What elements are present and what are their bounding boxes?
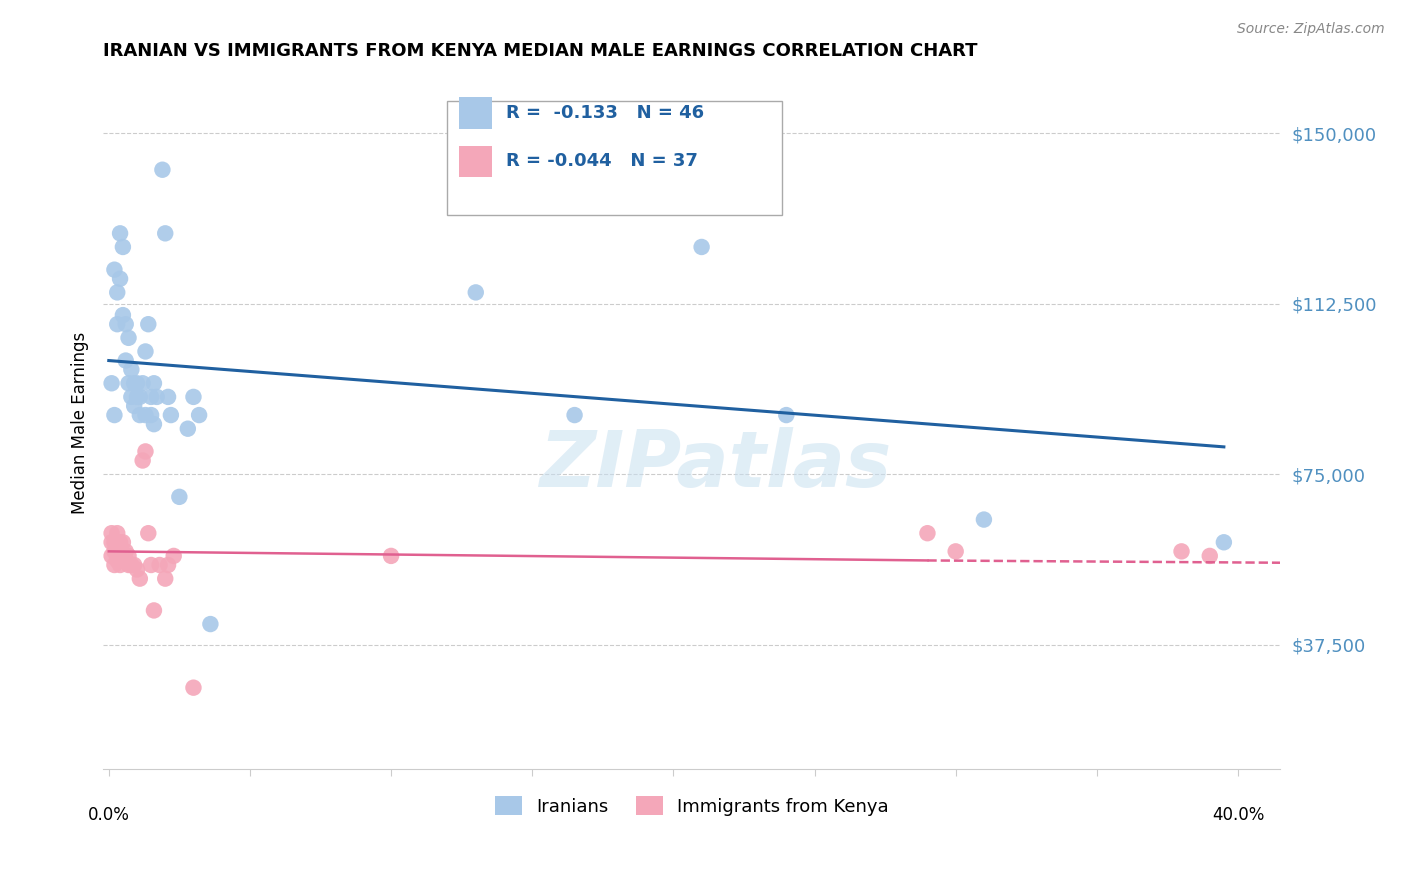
Point (120, 558, 142, 572)
Point (108, 549, 131, 563)
Point (111, 549, 134, 563)
Point (111, 308, 134, 322)
FancyBboxPatch shape (447, 101, 782, 215)
Point (103, 544, 125, 558)
Point (139, 390, 162, 404)
Point (105, 526, 128, 541)
Point (128, 390, 150, 404)
Point (142, 417, 165, 432)
Point (188, 408, 211, 422)
Point (1170, 544, 1192, 558)
Point (125, 563, 148, 577)
Point (105, 317, 128, 331)
Point (105, 553, 128, 567)
Point (103, 535, 125, 549)
Point (139, 558, 162, 572)
Point (134, 408, 156, 422)
Point (136, 526, 159, 541)
Point (917, 526, 939, 541)
Point (169, 490, 191, 504)
Point (111, 535, 134, 549)
Legend: Iranians, Immigrants from Kenya: Iranians, Immigrants from Kenya (488, 789, 896, 822)
Point (152, 162, 174, 177)
Text: R = -0.044   N = 37: R = -0.044 N = 37 (506, 153, 697, 170)
Point (1198, 549, 1220, 563)
Point (183, 390, 205, 404)
Point (103, 558, 125, 572)
Point (120, 390, 142, 404)
Point (114, 544, 136, 558)
Point (149, 558, 172, 572)
Point (564, 408, 586, 422)
Point (128, 572, 150, 586)
Point (108, 535, 131, 549)
Point (103, 408, 125, 422)
Text: 40.0%: 40.0% (1212, 805, 1264, 824)
Text: 0.0%: 0.0% (87, 805, 129, 824)
Point (114, 317, 136, 331)
Point (775, 408, 797, 422)
Point (200, 617, 222, 632)
Point (131, 453, 153, 467)
Point (108, 558, 131, 572)
Point (114, 553, 136, 567)
Point (155, 572, 177, 586)
Point (634, 136, 657, 150)
Point (1212, 535, 1234, 549)
Point (108, 272, 131, 286)
Point (131, 376, 153, 391)
Point (117, 558, 139, 572)
Point (117, 549, 139, 563)
Point (103, 262, 125, 277)
Point (155, 227, 177, 241)
Text: ZIPatlas: ZIPatlas (538, 426, 891, 502)
Text: IRANIAN VS IMMIGRANTS FROM KENYA MEDIAN MALE EARNINGS CORRELATION CHART: IRANIAN VS IMMIGRANTS FROM KENYA MEDIAN … (103, 42, 977, 60)
Point (160, 408, 183, 422)
Text: R =  -0.133   N = 46: R = -0.133 N = 46 (506, 103, 704, 121)
Point (134, 344, 156, 359)
Point (117, 331, 139, 345)
Point (100, 526, 122, 541)
Point (108, 227, 131, 241)
Point (142, 376, 165, 391)
Point (973, 512, 995, 526)
Point (105, 544, 128, 558)
Text: Source: ZipAtlas.com: Source: ZipAtlas.com (1237, 22, 1385, 37)
Point (120, 362, 142, 376)
Point (125, 390, 148, 404)
Point (690, 240, 713, 254)
Point (100, 535, 122, 549)
Point (163, 549, 186, 563)
Point (177, 422, 200, 436)
Point (380, 549, 402, 563)
Bar (458, 97, 492, 128)
Point (117, 376, 139, 391)
Point (134, 444, 156, 458)
Point (183, 681, 205, 695)
Point (139, 408, 162, 422)
Point (111, 240, 134, 254)
Point (122, 399, 145, 413)
Point (100, 549, 122, 563)
Point (136, 317, 159, 331)
Point (100, 376, 122, 391)
Point (157, 390, 180, 404)
Point (157, 558, 180, 572)
Point (125, 376, 148, 391)
Point (142, 603, 165, 617)
Point (145, 390, 167, 404)
Bar (458, 146, 492, 177)
Point (945, 544, 967, 558)
Point (105, 285, 128, 300)
Point (114, 353, 136, 368)
Point (128, 408, 150, 422)
Point (464, 285, 486, 300)
Y-axis label: Median Male Earnings: Median Male Earnings (72, 332, 89, 514)
Point (122, 376, 145, 391)
Point (122, 558, 145, 572)
